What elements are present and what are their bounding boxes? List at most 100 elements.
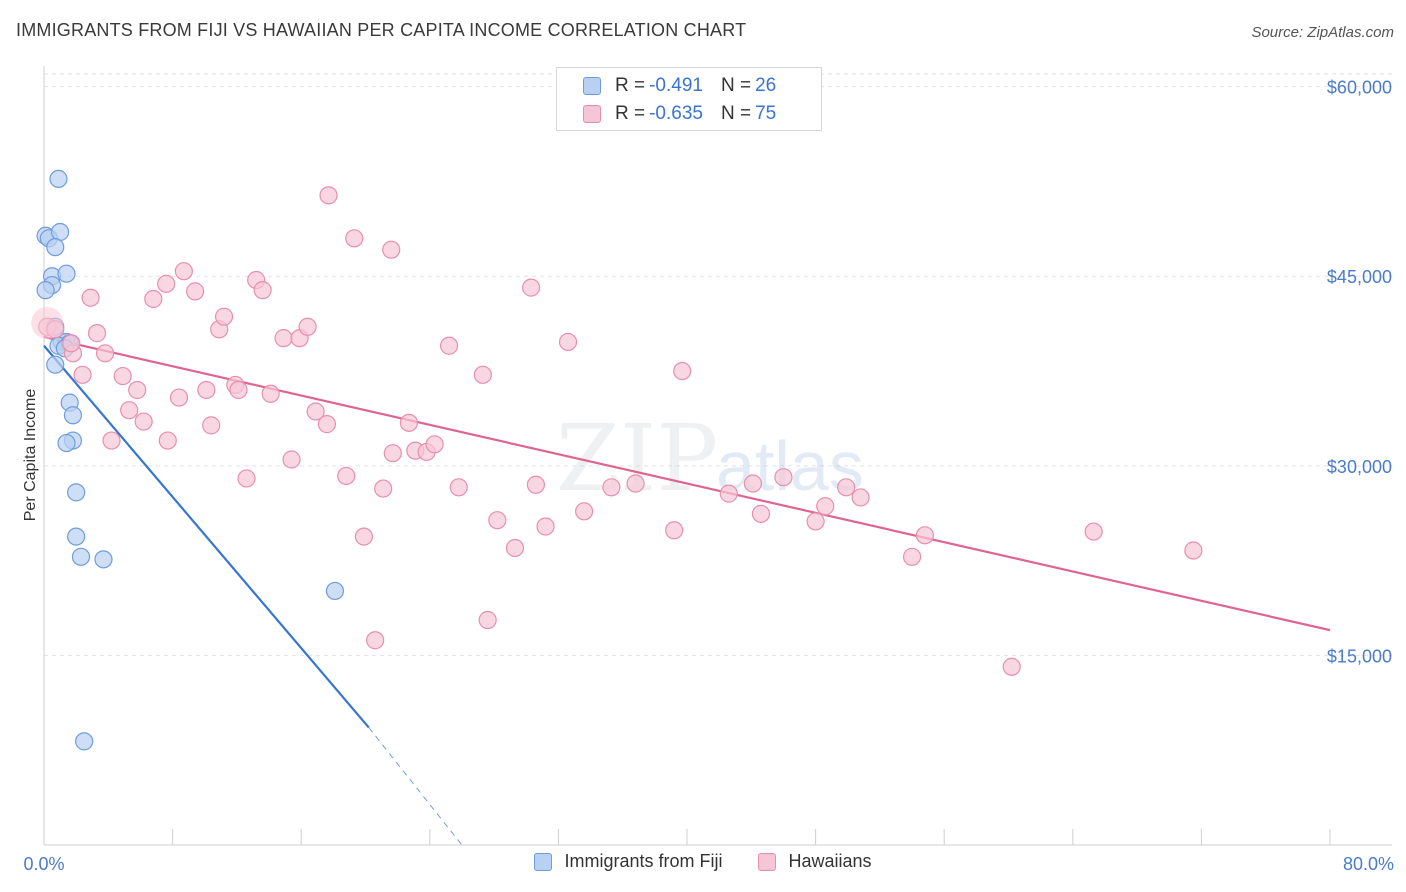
fiji-point [94,550,113,569]
hawaiians-point [751,504,771,523]
hawaiians-point [113,366,132,386]
y-tick-label: $45,000 [1327,267,1392,287]
watermark-zip: ZIP [556,405,718,512]
hawaiians-point [719,484,738,503]
fiji-point [71,547,91,566]
hawaiians-point [383,444,402,463]
hawaiians-point [473,365,492,384]
hawaiians-point [102,431,121,450]
x-tick-label-max: 80.0% [1343,854,1394,874]
hawaiians-point [319,186,338,205]
y-tick-label: $60,000 [1327,78,1392,98]
x-tick-labels: 0.0% 80.0% [23,854,1394,874]
hawaiians-r-label: R = [615,103,646,124]
y-tick-label: $30,000 [1327,457,1392,477]
fiji-point [36,281,55,300]
hawaiians-point [306,402,325,421]
hawaiians-point [837,478,856,497]
hawaiians-r-value: -0.635 [649,103,703,124]
hawaiians-point [851,488,870,507]
hawaiians-point [374,479,393,498]
hawaiians-point [366,631,385,650]
fiji-point [63,406,83,425]
fiji-point [46,238,65,257]
hawaiians-point [186,282,205,301]
fiji-point [50,222,70,242]
hawaiians-point [526,475,545,494]
hawaiians-point [120,401,139,420]
y-tick-labels: $15,000 $30,000 $45,000 $60,000 [1327,78,1392,667]
hawaiians-swatch [583,105,601,123]
hawaiians-point [237,469,256,488]
fiji-swatch [583,77,601,95]
hawaiians-point [382,240,401,259]
chart-title: IMMIGRANTS FROM FIJI VS HAWAIIAN PER CAP… [16,20,747,40]
hawaiians-point [197,380,216,400]
fiji-point [49,169,68,189]
hawaiians-point [1184,541,1203,560]
correlation-legend: R = -0.491 N = 26 R = -0.635 N = 75 [556,67,822,131]
fiji-point [46,355,65,374]
hawaiians-point [337,466,356,486]
grid-lines [44,73,1392,656]
hawaiians-point [144,289,163,309]
fiji-point [67,483,86,502]
series-legend: Immigrants from Fiji Hawaiians [0,851,1406,872]
fiji-n-label: N = [720,75,752,96]
fiji-point [57,264,76,283]
source-label: Source: ZipAtlas.com [1251,24,1394,41]
hawaiians-point [317,415,337,434]
hawaiians-point [202,416,221,435]
hawaiians-point [449,478,468,497]
hawaiians-point [774,468,793,487]
fiji-r-label: R = [615,75,646,96]
hawaiians-point [62,334,81,353]
legend-row-fiji: R = -0.491 N = 26 [583,74,776,98]
fiji-point [67,527,86,546]
hawaiians-cluster-point [31,306,64,339]
data-points [31,169,1203,751]
hawaiians-point [665,521,684,540]
hawaiians-point [505,538,525,558]
hawaiians-point [95,344,115,363]
fiji-n-value: 26 [755,75,777,96]
hawaiians-point [169,388,189,407]
hawaiians-point [558,332,578,352]
y-tick-label: $15,000 [1327,646,1392,666]
hawaiians-n-value: 75 [755,103,777,124]
hawaiians-point [253,281,272,300]
fiji-legend-swatch [534,852,553,871]
hawaiians-point [157,274,176,293]
hawaiians-point [174,262,193,281]
hawaiians-point [354,527,373,546]
hawaiians-point [128,380,147,400]
hawaiians-point [1084,522,1103,541]
hawaiians-point [81,288,100,307]
legend-item-hawaiians[interactable]: Hawaiians [758,851,872,872]
hawaiians-point [73,365,92,384]
x-tick-label-min: 0.0% [23,854,64,874]
fiji-point [75,732,94,751]
hawaiians-point [399,413,419,432]
y-axis-label: Per Capita Income [22,389,39,522]
axes [43,66,1392,846]
hawaiians-legend-label: Hawaiians [788,851,872,871]
hawaiians-legend-swatch [758,852,777,871]
hawaiians-point [575,502,594,521]
hawaiians-point [439,336,459,355]
fiji-legend-label: Immigrants from Fiji [564,851,723,871]
hawaiians-point [478,610,497,630]
hawaiians-trend-line [43,335,1331,632]
legend-row-hawaiians: R = -0.635 N = 75 [583,102,776,126]
legend-item-fiji[interactable]: Immigrants from Fiji [534,851,722,872]
hawaiians-point [134,412,153,431]
hawaiians-point [626,474,645,493]
fiji-point [325,581,345,601]
hawaiians-point [1002,657,1021,676]
hawaiians-point [521,278,541,297]
hawaiians-point [298,317,317,336]
hawaiians-point [743,474,763,493]
hawaiians-point [214,307,234,326]
hawaiians-point [806,512,825,531]
hawaiians-point [902,547,922,566]
